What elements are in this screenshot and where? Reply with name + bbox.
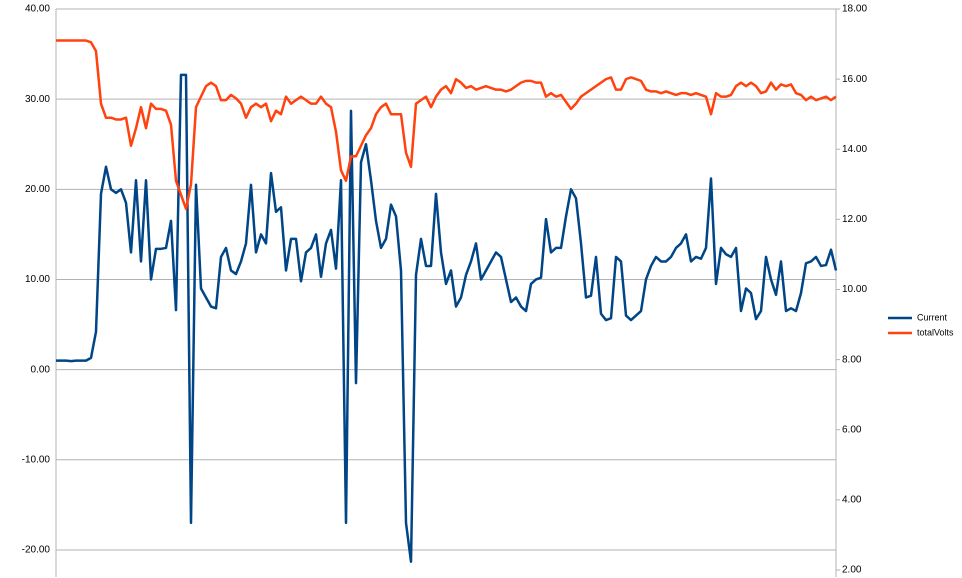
y2-tick-label: 16.00 <box>842 74 867 85</box>
y-tick-label: -20.00 <box>22 545 51 556</box>
legend-label: Current <box>917 312 948 322</box>
y-tick-label: -10.00 <box>22 454 51 465</box>
y2-tick-label: 4.00 <box>842 495 862 506</box>
y-tick-label: 40.00 <box>25 4 50 15</box>
y2-tick-label: 14.00 <box>842 144 867 155</box>
y2-tick-label: 8.00 <box>842 354 862 365</box>
y-tick-label: 0.00 <box>31 364 51 375</box>
series-line <box>56 39 837 211</box>
y-tick-label: 10.00 <box>25 274 50 285</box>
y-tick-label: 30.00 <box>25 94 50 105</box>
y2-tick-label: 18.00 <box>842 4 867 15</box>
y2-tick-label: 2.00 <box>842 565 862 576</box>
y2-tick-label: 12.00 <box>842 214 867 225</box>
y-tick-label: 20.00 <box>25 184 50 195</box>
legend-label: totalVolts <box>917 327 954 337</box>
series-line <box>56 73 838 563</box>
y2-tick-label: 10.00 <box>842 284 867 295</box>
y2-tick-label: 6.00 <box>842 424 862 435</box>
